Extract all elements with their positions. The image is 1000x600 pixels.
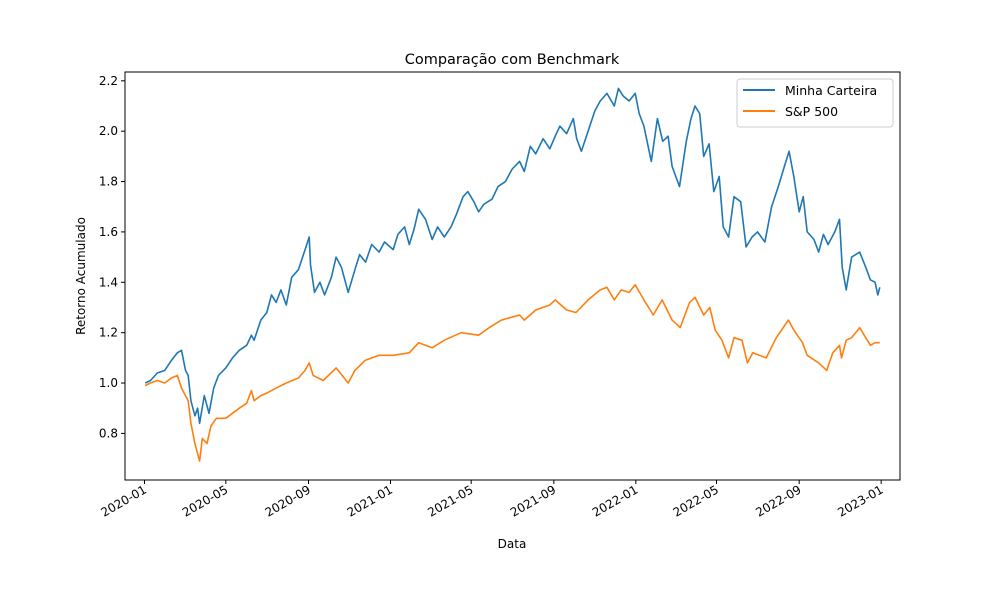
legend-label-2: S&P 500 [785,104,838,119]
y-tick-label: 0.8 [99,426,118,440]
series-layer [144,87,881,462]
plot-frame [124,71,901,481]
chart-title: Comparação com Benchmark [405,52,620,68]
y-tick-label: 2.0 [99,124,118,138]
y-tick-label: 1.6 [99,225,118,239]
y-tick-label: 1.4 [99,275,118,289]
legend: Minha Carteira S&P 500 [736,78,894,128]
y-tick-label: 1.0 [99,376,118,390]
y-tick-label: 2.2 [99,74,118,88]
legend-label-1: Minha Carteira [785,83,877,98]
y-tick-label: 1.8 [99,175,118,189]
legend-box [736,78,894,128]
series-line-2 [144,283,880,462]
x-axis-title: Data [498,537,527,551]
y-tick-label: 1.2 [99,326,118,340]
series-line-1 [144,87,881,425]
y-axis: 0.8 1.0 1.2 1.4 1.6 1.8 2.0 2.2 [99,74,125,440]
y-axis-title: Retorno Acumulado [74,217,88,335]
